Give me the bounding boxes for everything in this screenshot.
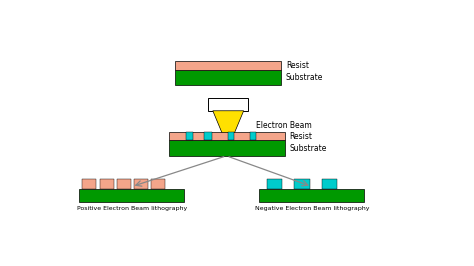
Bar [267, 179, 282, 189]
Text: Substrate: Substrate [290, 144, 327, 153]
Text: Resist: Resist [286, 61, 309, 70]
Bar [259, 189, 364, 202]
Bar [169, 140, 285, 156]
Text: Resist: Resist [290, 132, 312, 141]
Bar [322, 179, 337, 189]
Bar [208, 98, 248, 111]
Bar [186, 132, 193, 140]
Bar [175, 70, 282, 85]
Bar [117, 179, 131, 189]
Bar [152, 179, 165, 189]
Bar [294, 179, 310, 189]
Text: Electron Beam: Electron Beam [256, 120, 311, 130]
Bar [169, 132, 285, 140]
Text: Substrate: Substrate [286, 73, 323, 82]
Bar [80, 189, 184, 202]
Bar [250, 132, 256, 140]
Text: Negative Electron Beam lithography: Negative Electron Beam lithography [255, 206, 369, 211]
Bar [175, 61, 282, 70]
Polygon shape [213, 111, 244, 136]
Bar [228, 132, 234, 140]
Bar [134, 179, 148, 189]
Text: Positive Electron Beam lithography: Positive Electron Beam lithography [77, 206, 187, 211]
Bar [100, 179, 114, 189]
Bar [204, 132, 212, 140]
Bar [82, 179, 96, 189]
